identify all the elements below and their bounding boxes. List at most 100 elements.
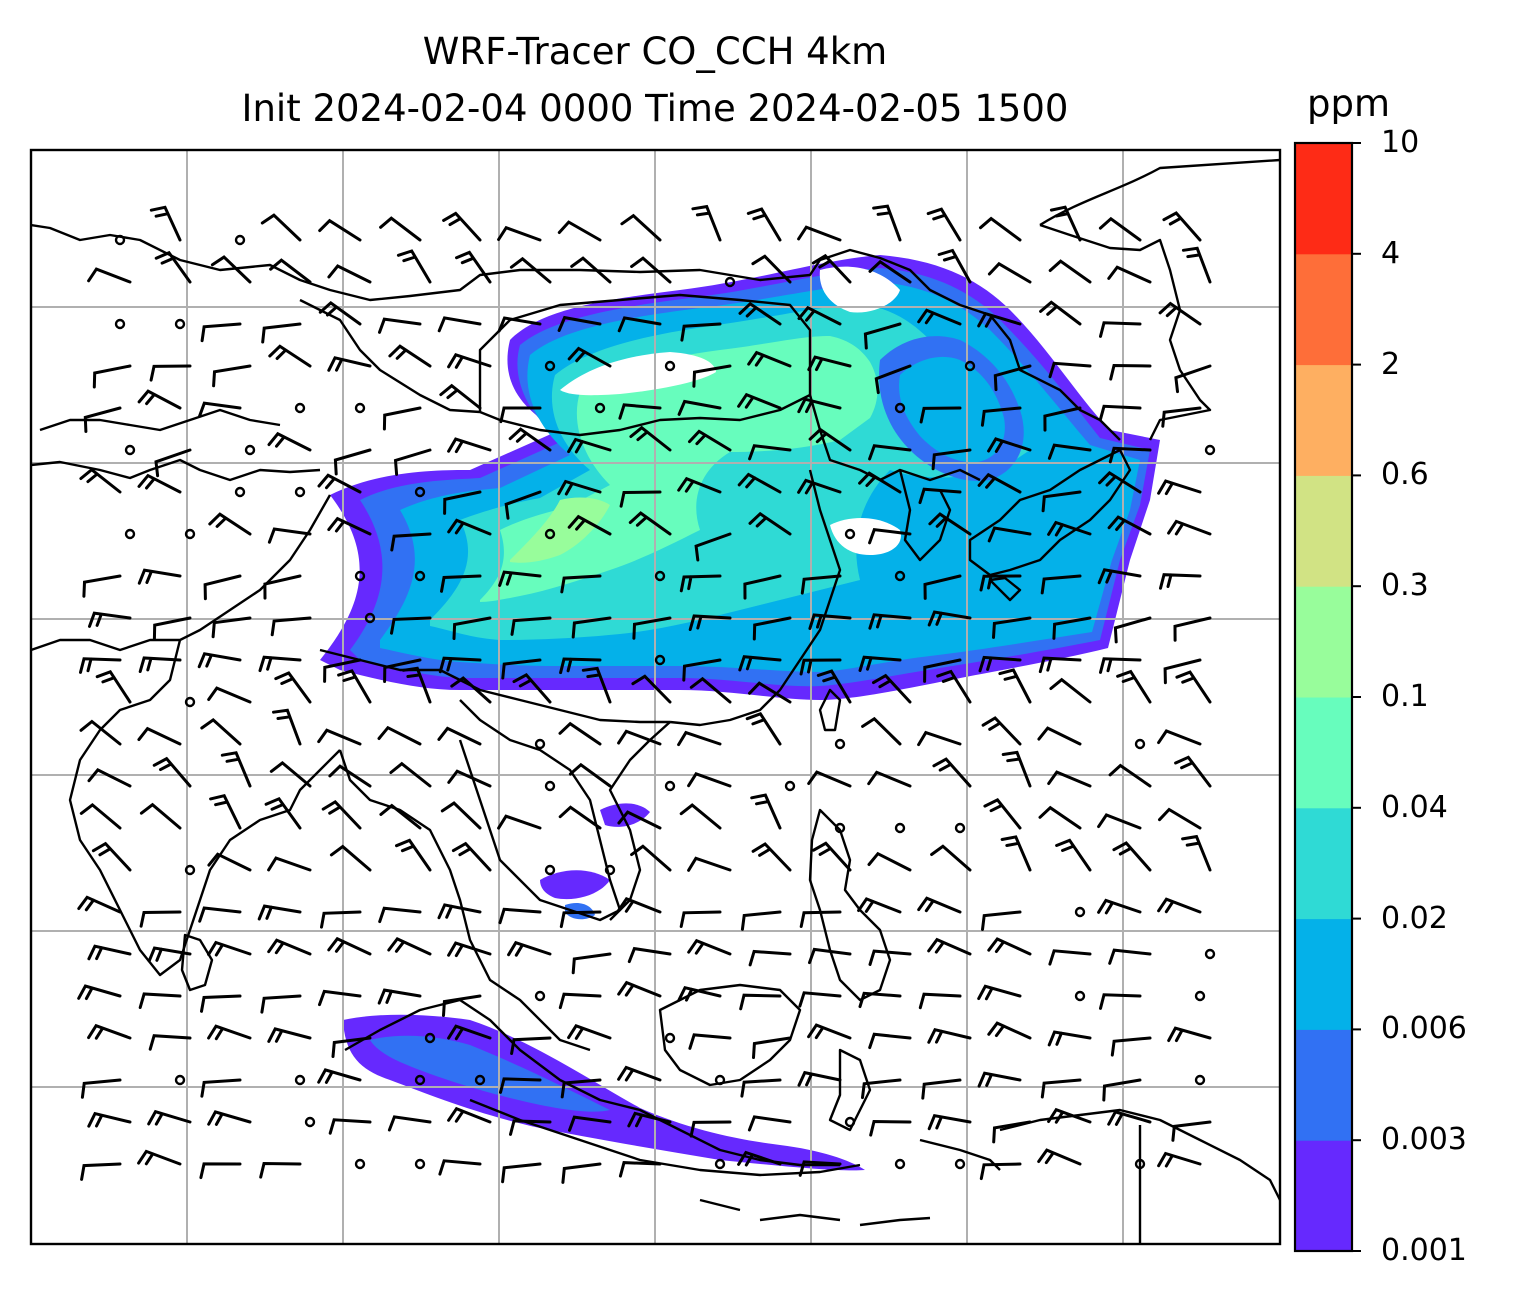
wind-barb <box>1175 670 1212 704</box>
colorbar-tick-label: 2 <box>1381 346 1401 382</box>
wind-barb <box>816 669 852 704</box>
wind-calm-marker <box>244 444 256 456</box>
wind-barb <box>748 444 792 461</box>
wind-barb <box>750 793 782 830</box>
wind-barb <box>323 658 362 683</box>
wind-barb <box>1108 948 1152 965</box>
wind-calm-marker <box>544 780 556 792</box>
wind-barb <box>82 574 122 598</box>
coastline-japan-south <box>988 576 1022 602</box>
wind-barb <box>992 1120 1032 1144</box>
wind-barb <box>455 250 492 284</box>
wind-barb <box>867 770 912 788</box>
wind-barb <box>1112 841 1152 872</box>
wind-barb <box>798 1160 842 1177</box>
figure-title-line1: WRF-Tracer CO_CCH 4km <box>422 30 888 73</box>
wind-barb <box>1037 726 1082 746</box>
wind-barb <box>861 1078 902 1100</box>
wind-calm-marker <box>544 864 556 876</box>
wind-calm-marker <box>234 486 246 498</box>
wind-calm-marker <box>1194 1074 1206 1086</box>
wind-barb <box>79 657 122 674</box>
wind-calm-marker <box>544 528 556 540</box>
wind-barb <box>149 205 182 242</box>
wind-barb <box>1110 1036 1152 1057</box>
wind-barb <box>80 1162 122 1181</box>
wind-calm-marker <box>654 654 666 666</box>
wind-barb <box>258 655 302 673</box>
wind-barb <box>682 658 722 682</box>
wind-barb <box>207 1024 252 1041</box>
wind-barb <box>501 658 542 680</box>
wind-barb <box>148 1034 192 1051</box>
wind-barb <box>438 1159 482 1176</box>
wind-barb <box>923 574 962 600</box>
coastline-korea <box>898 469 952 562</box>
wind-barb <box>318 218 362 242</box>
wind-barb <box>811 253 852 284</box>
wind-barb <box>318 300 362 326</box>
wind-calm-marker <box>174 318 186 330</box>
wind-barb <box>331 1036 372 1058</box>
wind-barb <box>981 716 1022 746</box>
wind-barb <box>869 1119 912 1137</box>
wind-barb <box>437 726 482 746</box>
coastline-new-guinea <box>999 1108 1280 1201</box>
wind-calm-marker <box>354 402 366 414</box>
wind-calm-marker <box>174 1074 186 1086</box>
wind-barb <box>977 1071 1022 1088</box>
wind-barb <box>377 988 422 1005</box>
wind-barb <box>509 256 552 284</box>
wind-barb <box>1099 657 1142 674</box>
wind-barb <box>558 992 602 1010</box>
colorbar <box>1295 142 1361 1252</box>
wind-barb <box>377 725 422 746</box>
wind-barb <box>137 473 182 494</box>
wind-calm-marker <box>784 780 796 792</box>
wind-barb <box>1181 246 1212 284</box>
wind-barb <box>1041 490 1082 513</box>
wind-barb <box>558 721 602 746</box>
wind-barb <box>1174 364 1212 394</box>
colorbar-unit-label: ppm <box>1307 82 1391 125</box>
colorbar-tick-label: 0.3 <box>1381 568 1429 604</box>
wind-barb <box>260 213 302 242</box>
wind-barb <box>1048 949 1092 966</box>
wind-barb <box>987 937 1032 956</box>
wind-barb <box>208 512 252 536</box>
wind-barb <box>1001 750 1032 788</box>
wind-barb <box>87 768 132 788</box>
wind-barb <box>808 947 852 965</box>
wind-barb <box>137 726 182 746</box>
wind-barb <box>861 716 902 746</box>
wind-calm-marker <box>184 864 196 876</box>
wind-barb <box>260 994 302 1014</box>
wind-barb <box>629 425 672 452</box>
wind-barb <box>688 1033 732 1050</box>
wind-barb <box>259 1161 302 1179</box>
wind-barb <box>1099 321 1142 338</box>
colorbar-segment <box>1295 364 1352 476</box>
wind-barb <box>567 514 612 536</box>
coastline-sumatra <box>344 998 840 1167</box>
wind-barb <box>267 938 312 956</box>
plume-patch-se-asia-1 <box>540 870 610 900</box>
wind-barb <box>509 1119 552 1136</box>
wind-barb <box>748 511 792 536</box>
wind-barb <box>149 364 192 382</box>
colorbar-segment <box>1295 143 1352 255</box>
wind-barb <box>687 856 732 872</box>
wind-barb <box>928 512 972 536</box>
wind-barb <box>617 316 662 333</box>
wind-barb <box>437 903 482 920</box>
wind-barb <box>447 437 492 454</box>
wind-barb <box>983 798 1022 830</box>
wind-calm-marker <box>894 822 906 834</box>
wind-barb <box>1055 838 1092 872</box>
wind-barb <box>1097 898 1142 915</box>
wind-barb <box>677 476 722 494</box>
wind-barb <box>79 719 122 746</box>
wind-barb <box>77 984 122 1000</box>
wind-barb <box>1098 470 1142 494</box>
wind-barb <box>388 344 432 368</box>
